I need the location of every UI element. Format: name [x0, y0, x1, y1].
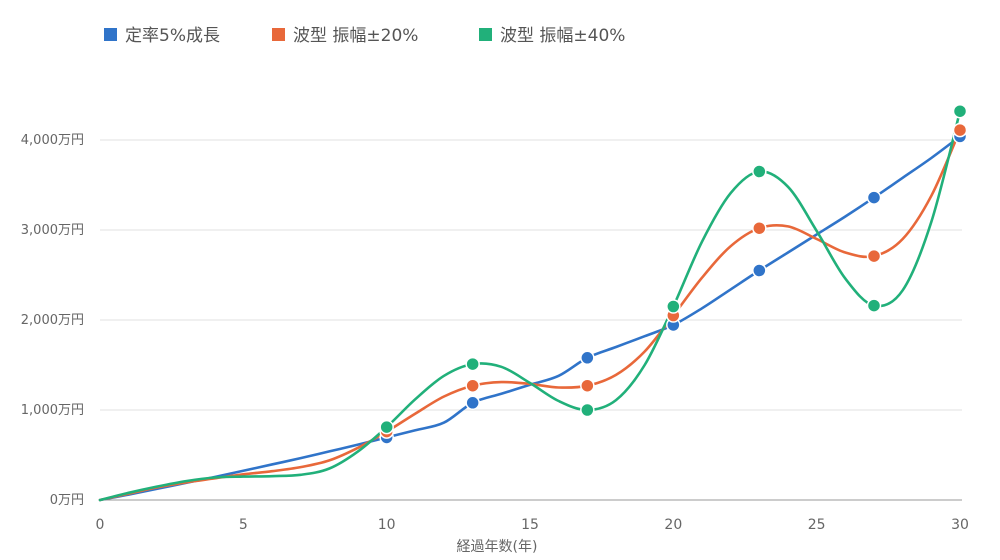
- legend-label: 波型 振幅±20%: [293, 26, 418, 46]
- series-2-point: [952, 122, 968, 138]
- legend-item-3: 波型 振幅±40%: [479, 26, 625, 46]
- y-tick-label: 2,000万円: [21, 313, 84, 328]
- x-tick-label: 0: [96, 517, 105, 533]
- y-tick-label: 3,000万円: [21, 223, 84, 238]
- x-tick-label: 20: [664, 517, 682, 533]
- x-tick-label: 15: [521, 517, 539, 533]
- series-2-point: [465, 378, 480, 393]
- series-3-point: [379, 419, 394, 435]
- series-2-point: [580, 378, 595, 393]
- series-1-point: [866, 190, 882, 205]
- y-tick-label: 4,000万円: [21, 133, 84, 148]
- y-tick-label: 1,000万円: [21, 403, 84, 418]
- x-axis-ticks: 0 5 10 15 20 25 30: [96, 517, 969, 533]
- series-3-point: [666, 299, 681, 314]
- legend-label: 定率5%成長: [125, 26, 220, 46]
- series-3-point: [952, 103, 968, 119]
- series-1-point: [465, 395, 480, 411]
- legend-label: 波型 振幅±40%: [500, 26, 625, 46]
- legend-swatch: [272, 28, 285, 41]
- series-2-point: [866, 248, 882, 264]
- series-line-2: [98, 128, 962, 502]
- legend-swatch: [479, 28, 492, 41]
- x-tick-label: 10: [378, 517, 396, 533]
- y-tick-label: 0万円: [50, 493, 84, 508]
- series-line-3: [98, 109, 962, 502]
- series-line-1: [98, 135, 962, 502]
- series-1-point: [752, 263, 767, 278]
- legend-swatch: [104, 28, 117, 41]
- legend: 定率5%成長 波型 振幅±20% 波型 振幅±40%: [104, 26, 625, 46]
- y-axis-ticks: 0万円 1,000万円 2,000万円 3,000万円 4,000万円: [21, 133, 84, 508]
- series-markers: [379, 103, 968, 445]
- series-lines: [98, 109, 962, 502]
- legend-item-1: 定率5%成長: [104, 26, 220, 46]
- series-3-point: [580, 402, 595, 418]
- series-3-point: [866, 298, 882, 313]
- series-3-point: [465, 356, 480, 372]
- series-1-point: [580, 350, 595, 366]
- series-2-point: [752, 220, 767, 236]
- x-tick-label: 30: [951, 517, 969, 533]
- series-3-point: [752, 164, 767, 179]
- x-tick-label: 25: [808, 517, 826, 533]
- legend-item-2: 波型 振幅±20%: [272, 26, 418, 46]
- grid-lines: [100, 139, 962, 411]
- x-tick-label: 5: [239, 517, 248, 533]
- x-axis-label: 経過年数(年): [457, 539, 538, 555]
